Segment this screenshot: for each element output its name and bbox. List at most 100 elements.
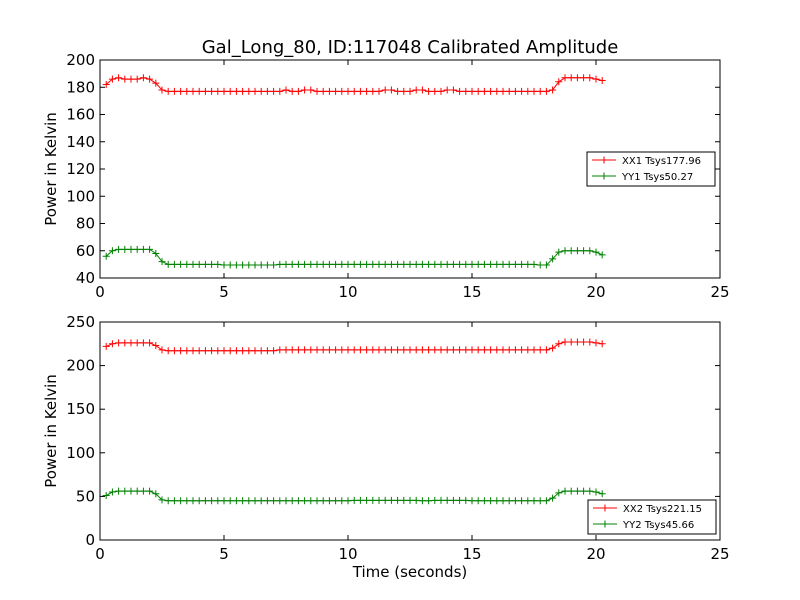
y-axis-label: Power in Kelvin <box>42 374 60 488</box>
data-point <box>487 346 495 354</box>
data-point <box>561 338 569 346</box>
data-point <box>406 260 414 268</box>
data-point <box>573 74 581 82</box>
data-point <box>139 245 147 253</box>
y-tick-label: 250 <box>66 313 95 331</box>
data-point <box>369 496 377 504</box>
data-point <box>313 87 321 95</box>
data-point <box>226 261 234 269</box>
data-point <box>152 79 160 87</box>
data-point <box>133 245 141 253</box>
legend: XX2 Tsys221.15 YY2 Tsys45.66 <box>587 499 717 535</box>
data-point <box>549 494 557 502</box>
data-point <box>270 497 278 505</box>
data-point <box>474 497 482 505</box>
data-point <box>313 497 321 505</box>
data-point <box>170 260 178 268</box>
data-point <box>164 347 172 355</box>
data-point <box>468 346 476 354</box>
data-point <box>177 347 185 355</box>
data-point <box>152 342 160 350</box>
y-tick-label: 200 <box>66 51 95 69</box>
data-point <box>108 340 116 348</box>
data-point <box>567 338 575 346</box>
data-point <box>133 75 141 83</box>
y-tick-label: 0 <box>85 531 95 549</box>
data-point <box>139 339 147 347</box>
data-point <box>586 487 594 495</box>
data-point <box>418 86 426 94</box>
x-tick-label: 10 <box>338 283 357 301</box>
data-point <box>276 260 284 268</box>
data-point <box>456 87 464 95</box>
data-point <box>251 497 259 505</box>
data-point <box>505 260 513 268</box>
data-point <box>102 342 110 350</box>
data-point <box>344 346 352 354</box>
data-point <box>208 497 216 505</box>
data-point <box>549 86 557 94</box>
data-point <box>214 497 222 505</box>
data-point <box>232 261 240 269</box>
data-point <box>443 86 451 94</box>
data-point <box>288 497 296 505</box>
data-point <box>456 496 464 504</box>
data-point <box>170 347 178 355</box>
data-point <box>270 87 278 95</box>
data-point <box>449 260 457 268</box>
data-point <box>518 497 526 505</box>
data-point <box>580 247 588 255</box>
data-point <box>598 340 606 348</box>
data-point <box>152 249 160 257</box>
data-point <box>251 87 259 95</box>
data-point <box>598 490 606 498</box>
data-point <box>406 87 414 95</box>
data-point <box>350 496 358 504</box>
data-point <box>201 347 209 355</box>
data-point <box>164 87 172 95</box>
x-tick-label: 5 <box>219 283 229 301</box>
data-point <box>170 87 178 95</box>
data-point <box>214 260 222 268</box>
data-point <box>189 260 197 268</box>
x-axis-label: Time (seconds) <box>352 563 468 581</box>
data-point <box>301 346 309 354</box>
data-point <box>524 87 532 95</box>
data-point <box>257 261 265 269</box>
data-point <box>276 497 284 505</box>
data-point <box>177 260 185 268</box>
data-point <box>381 260 389 268</box>
y-tick-label: 180 <box>66 78 95 96</box>
data-point <box>356 346 364 354</box>
data-point <box>369 260 377 268</box>
data-point <box>208 87 216 95</box>
data-point <box>580 74 588 82</box>
data-point <box>257 497 265 505</box>
data-point <box>102 492 110 500</box>
data-point <box>387 86 395 94</box>
data-point <box>425 260 433 268</box>
data-point <box>468 87 476 95</box>
data-point <box>363 496 371 504</box>
data-point <box>505 497 513 505</box>
data-point <box>208 260 216 268</box>
x-tick-label: 20 <box>586 283 605 301</box>
data-point <box>344 87 352 95</box>
data-point <box>400 87 408 95</box>
data-point <box>121 487 129 495</box>
data-point <box>115 245 123 253</box>
data-point <box>425 346 433 354</box>
data-point <box>214 347 222 355</box>
data-point <box>146 75 154 83</box>
data-point <box>443 346 451 354</box>
data-point <box>350 346 358 354</box>
data-point <box>474 260 482 268</box>
data-point <box>456 260 464 268</box>
data-point <box>195 87 203 95</box>
data-point <box>437 260 445 268</box>
data-point <box>400 346 408 354</box>
data-point <box>418 497 426 505</box>
x-tick-label: 15 <box>462 283 481 301</box>
data-point <box>325 346 333 354</box>
